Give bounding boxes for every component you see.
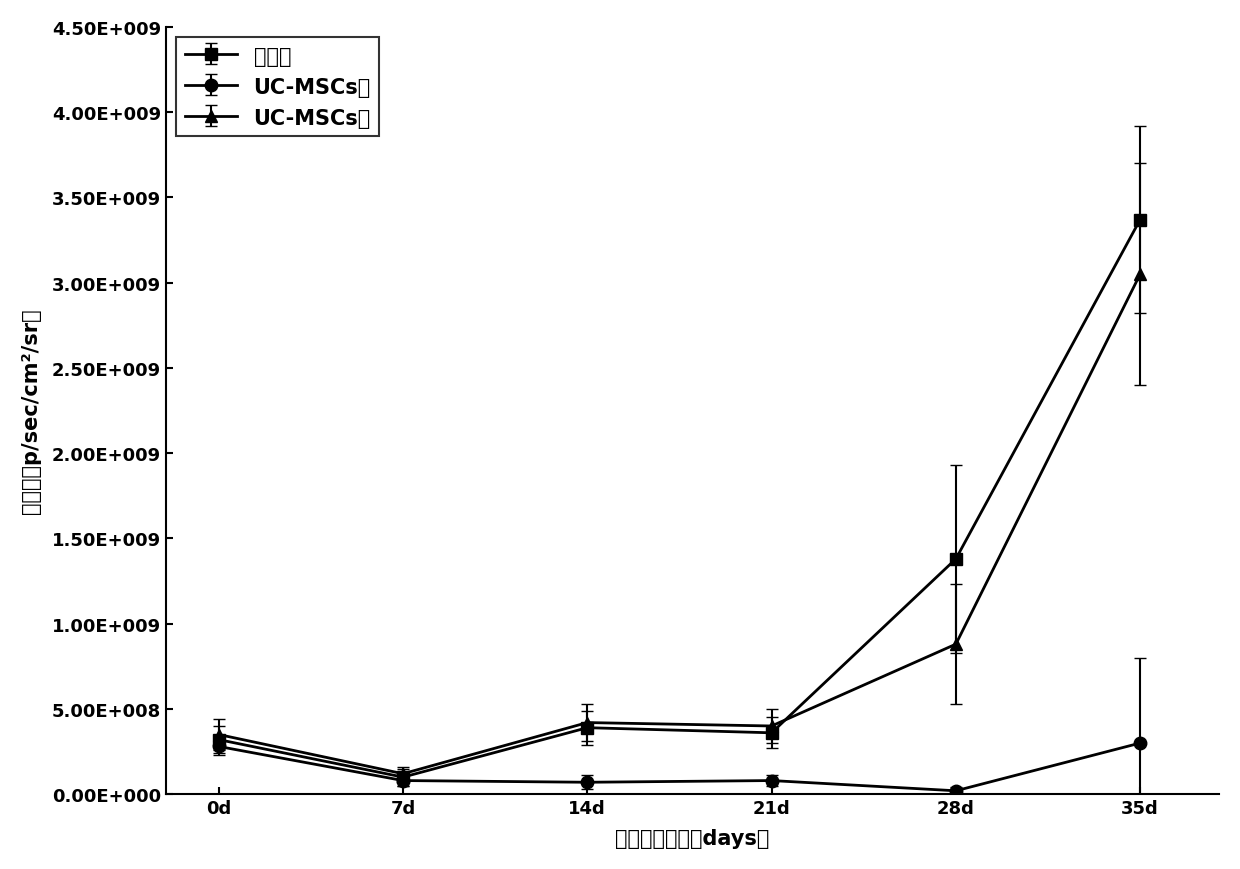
Legend: 对照组, UC-MSCs低, UC-MSCs高: 对照组, UC-MSCs低, UC-MSCs高: [176, 38, 379, 137]
Y-axis label: 荧光値（p/sec/cm²/sr）: 荧光値（p/sec/cm²/sr）: [21, 308, 41, 514]
X-axis label: 肿瘤生长时间（days）: 肿瘤生长时间（days）: [615, 828, 770, 848]
